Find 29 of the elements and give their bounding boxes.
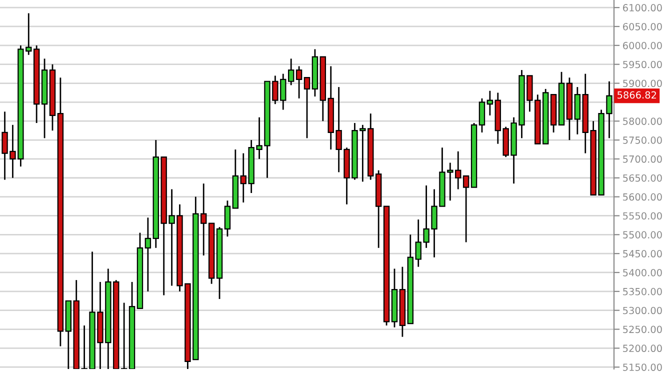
y-tick-label: 5150.00 bbox=[623, 364, 662, 371]
text: 5866.82 bbox=[618, 91, 656, 99]
y-tick-label: 5350.00 bbox=[623, 288, 662, 296]
candlestick bbox=[120, 302, 128, 369]
y-tick-label: 5650.00 bbox=[623, 174, 662, 182]
candlestick bbox=[486, 90, 494, 116]
y-tick-label: 6100.00 bbox=[623, 4, 662, 12]
y-tick-label: 5750.00 bbox=[623, 136, 662, 144]
candlestick bbox=[304, 76, 310, 139]
y-tick-label: 5250.00 bbox=[623, 326, 662, 334]
candlestick bbox=[144, 216, 152, 292]
candlestick bbox=[288, 58, 294, 86]
y-tick-label: 5600.00 bbox=[623, 193, 662, 201]
candlestick bbox=[478, 98, 486, 134]
y-tick-label: 5700.00 bbox=[623, 155, 662, 163]
candlestick bbox=[296, 66, 302, 100]
y-tick-label: 6050.00 bbox=[623, 22, 662, 30]
y-tick-label: 6000.00 bbox=[623, 42, 662, 50]
candlestick bbox=[224, 200, 231, 238]
y-tick-label: 5950.00 bbox=[623, 60, 662, 68]
y-tick-label: 5300.00 bbox=[623, 306, 662, 314]
y-tick-label: 5200.00 bbox=[623, 344, 662, 352]
y-tick-label: 5450.00 bbox=[623, 250, 662, 258]
y-tick-label: 5500.00 bbox=[623, 231, 662, 238]
y-tick-label: 5900.00 bbox=[623, 80, 662, 88]
candlestick bbox=[462, 175, 470, 243]
y-tick-label: 5550.00 bbox=[623, 212, 662, 220]
y-tick-label: 5800.00 bbox=[623, 118, 662, 125]
y-tick-label: 5400.00 bbox=[623, 268, 662, 276]
